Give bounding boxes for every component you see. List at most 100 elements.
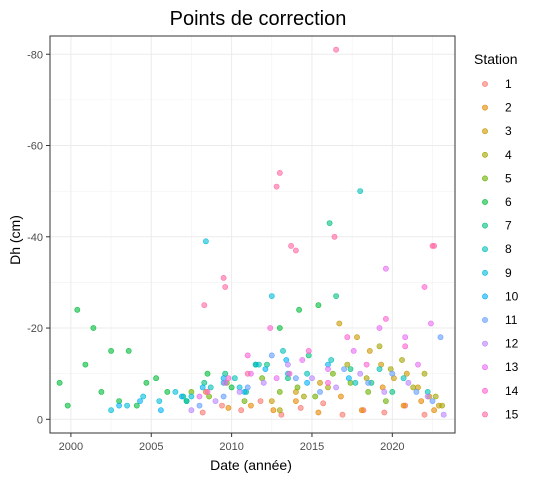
data-point-station-6 [56, 379, 63, 386]
data-point-station-4 [399, 357, 405, 363]
data-point-station-3 [403, 370, 410, 377]
data-point-station-10 [178, 393, 185, 400]
data-point-station-4 [344, 361, 351, 368]
x-tick-label: 2005 [139, 441, 163, 453]
data-point-station-14 [325, 379, 331, 386]
data-point-station-1 [199, 409, 206, 416]
y-tick-label: -20 [27, 323, 43, 335]
data-point-station-6 [164, 388, 171, 395]
data-point-station-13 [299, 357, 306, 363]
data-point-station-6 [315, 302, 322, 309]
data-point-station-13 [196, 393, 203, 400]
data-point-station-8 [207, 384, 214, 391]
data-point-station-14 [382, 315, 389, 322]
data-point-station-4 [421, 370, 428, 377]
y-tick-label: -60 [27, 141, 43, 153]
data-point-station-8 [280, 347, 286, 354]
data-point-station-10 [157, 407, 164, 414]
data-point-station-14 [344, 334, 351, 341]
data-point-station-9 [252, 361, 259, 368]
data-point-station-6 [125, 347, 132, 354]
data-point-station-6 [82, 361, 89, 368]
data-point-station-1 [238, 407, 245, 414]
data-point-station-4 [439, 402, 445, 409]
data-point-station-5 [276, 388, 283, 395]
data-point-station-6 [228, 384, 235, 391]
data-point-station-12 [212, 398, 219, 404]
data-point-station-2 [400, 402, 407, 409]
data-point-station-3 [366, 347, 373, 354]
data-point-station-9 [172, 388, 179, 395]
data-point-station-8 [328, 357, 335, 363]
legend-label-6: 6 [505, 195, 512, 209]
data-point-station-4 [376, 343, 383, 350]
legend-label-14: 14 [505, 384, 519, 398]
data-point-station-12 [333, 384, 339, 391]
data-point-station-1 [320, 400, 327, 407]
data-point-station-13 [273, 375, 280, 382]
data-point-station-2 [292, 398, 299, 404]
y-axis-title: Dh (cm) [7, 215, 23, 265]
data-point-station-6 [64, 402, 71, 409]
data-point-station-15 [220, 274, 227, 281]
legend-key-2 [482, 104, 488, 111]
data-point-station-2 [247, 402, 254, 409]
data-point-station-9 [124, 402, 130, 409]
data-point-station-13 [222, 379, 229, 386]
data-point-station-11 [268, 352, 275, 359]
data-point-station-8 [352, 379, 359, 386]
data-point-station-12 [284, 361, 291, 368]
data-point-station-13 [382, 265, 389, 272]
data-point-station-4 [432, 393, 439, 400]
legend-label-1: 1 [505, 77, 512, 91]
data-point-station-15 [431, 242, 437, 249]
data-point-station-2 [315, 409, 322, 416]
data-point-station-4 [300, 393, 307, 400]
data-point-station-5 [329, 370, 336, 377]
legend-label-8: 8 [505, 242, 512, 256]
data-point-station-11 [341, 366, 347, 372]
data-point-station-10 [137, 398, 143, 404]
legend-key-6 [482, 199, 488, 205]
legend-label-15: 15 [505, 407, 519, 421]
legend-key-15 [482, 411, 488, 418]
data-point-station-12 [424, 393, 431, 400]
data-point-station-9 [268, 293, 275, 299]
data-point-station-8 [357, 188, 364, 194]
data-point-station-8 [231, 375, 238, 382]
data-point-station-15 [222, 284, 229, 290]
data-point-station-9 [156, 398, 163, 404]
data-point-station-6 [204, 370, 211, 377]
legend-label-10: 10 [505, 289, 519, 303]
data-point-station-5 [294, 384, 301, 391]
legend-label-11: 11 [505, 313, 518, 327]
data-point-station-9 [202, 238, 209, 245]
legend-label-9: 9 [505, 266, 512, 280]
data-point-station-12 [260, 379, 267, 386]
data-point-station-7 [326, 220, 333, 226]
data-point-station-15 [331, 233, 338, 240]
data-point-station-2 [418, 398, 425, 404]
data-point-station-1 [381, 409, 388, 416]
y-tick-label: -40 [27, 232, 43, 244]
data-point-station-11 [429, 398, 436, 404]
points-layer [56, 46, 447, 418]
data-point-station-4 [410, 384, 417, 391]
grid-layer [50, 36, 455, 433]
data-point-station-10 [241, 388, 248, 395]
data-point-station-11 [365, 379, 372, 386]
data-point-station-1 [257, 398, 264, 404]
data-point-station-8 [400, 375, 407, 382]
legend-label-7: 7 [505, 219, 512, 233]
data-point-station-6 [296, 306, 302, 313]
data-point-station-6 [108, 347, 114, 354]
data-point-station-4 [276, 407, 283, 414]
y-tick-label: -80 [27, 49, 43, 61]
data-point-station-14 [286, 370, 293, 377]
data-point-station-13 [350, 347, 357, 354]
legend-key-14 [482, 387, 488, 394]
data-point-station-10 [304, 379, 310, 386]
data-point-station-15 [292, 247, 299, 254]
